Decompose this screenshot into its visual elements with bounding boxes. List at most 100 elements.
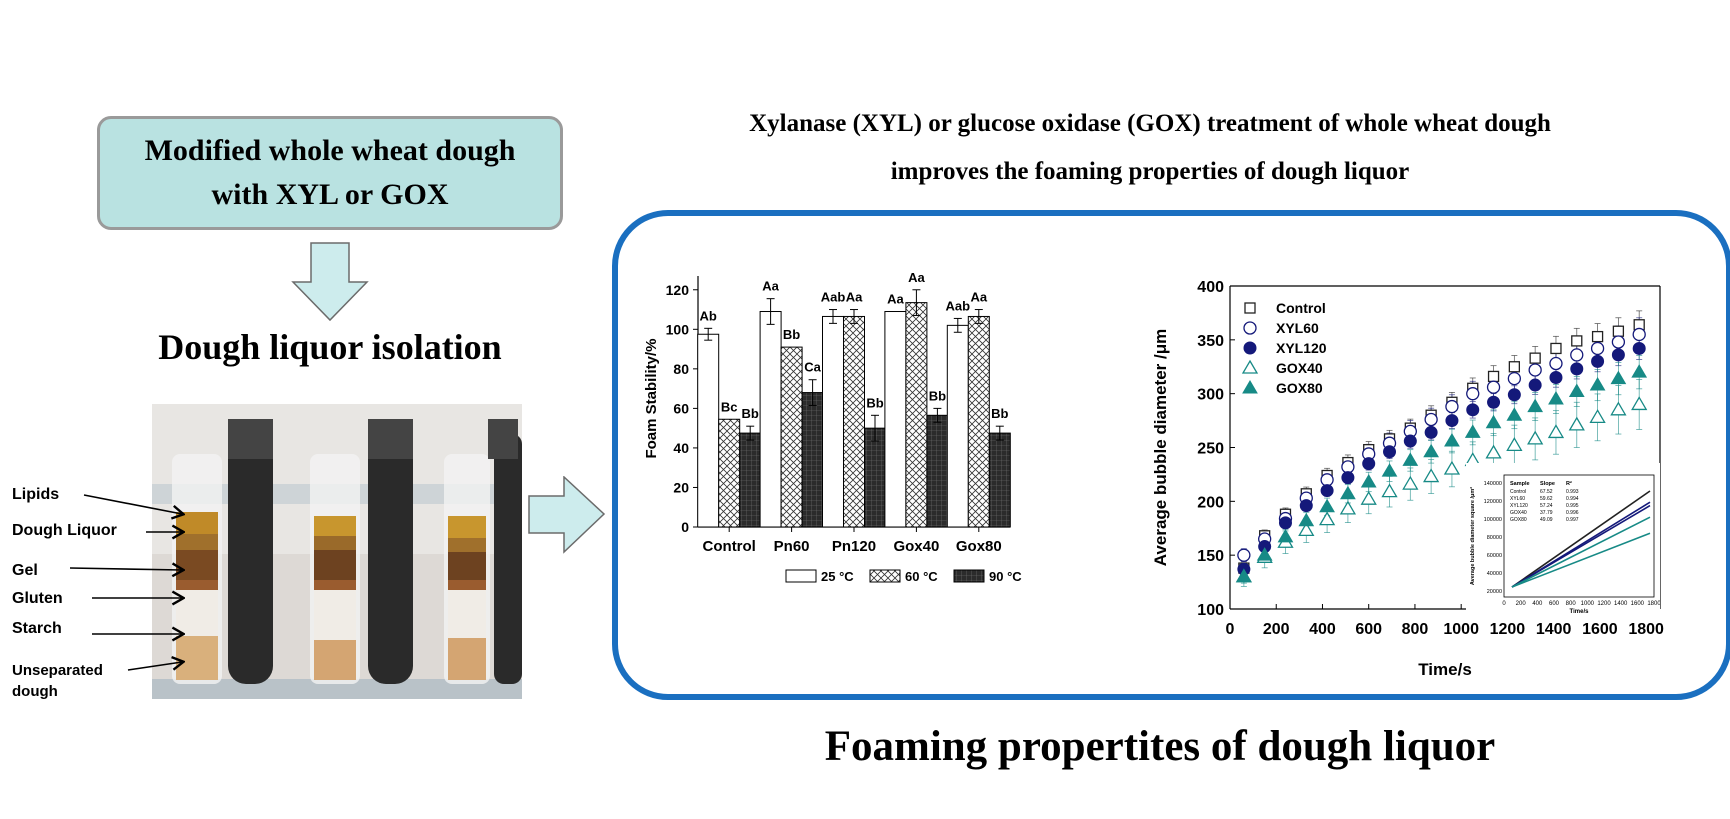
sc-point [1402,452,1419,466]
sc-point [1591,354,1605,368]
bar-x-tick-label: Pn120 [832,538,876,555]
inset-table-cell: GOX80 [1510,517,1527,523]
sc-point [1550,342,1562,355]
bar-x-tick-label: Control [703,538,756,555]
sc-x-tick-label: 400 [1309,621,1336,638]
top-box-line2: with XYL or GOX [211,178,449,211]
sc-point [1632,327,1646,342]
inset-table-cell: 0.995 [1566,503,1579,509]
sc-legend-marker [1243,341,1257,355]
inset-x-axis-label: Time/s [1570,609,1590,615]
sc-x-tick-label: 200 [1263,621,1290,638]
sc-x-axis-label: Time/s [1418,660,1472,679]
sc-y-tick-label: 350 [1197,333,1224,350]
sc-y-tick-label: 200 [1197,494,1224,511]
bar-x-tick-label: Gox40 [893,538,939,555]
sc-point [1527,398,1544,413]
bar-legend-swatch [953,569,985,583]
inset-x-tick-label: 800 [1566,601,1577,607]
bar [988,432,1011,528]
sc-point [1341,471,1355,485]
sc-y-tick-label: 100 [1197,602,1224,619]
sc-point [1402,475,1419,490]
sc-y-tick-label: 150 [1197,548,1224,565]
inset-y-axis-label: Average bubble diameter square /μm² [1469,487,1476,585]
inset-table-cell: 0.996 [1566,510,1579,516]
inset-table-cell: 57.24 [1540,503,1553,509]
bar [718,418,741,528]
tube-holder-2 [368,434,413,684]
inset-x-tick-label: 200 [1516,601,1527,607]
sc-point [1487,370,1500,383]
bar-sig-label: Aa [762,279,779,294]
bar-sig-label: Bb [929,388,946,403]
sc-point [1485,414,1502,429]
bar [822,315,844,528]
tube-photo [152,404,522,699]
inset-y-tick-label: 80000 [1487,535,1502,541]
inset-x-tick-label: 1000 [1581,601,1595,607]
bar-y-tick-label: 100 [666,321,690,337]
bar-y-axis-label: Foam Stability/% [643,338,660,458]
inset-x-tick-label: 400 [1532,601,1543,607]
bar-sig-label: Bb [742,406,759,421]
sc-legend-label: GOX40 [1276,360,1323,376]
inset-table-cell: 67.52 [1540,489,1553,495]
sc-point [1508,361,1521,373]
sc-point [1360,490,1377,505]
sc-point [1381,463,1398,477]
foam-stability-bar-chart: 0 20 40 60 80 100 120 Foam Stability/% Control Pn… [643,270,1022,584]
inset-table-cell: Control [1510,489,1526,495]
sc-point [1360,473,1377,488]
sc-x-tick-label: 1400 [1536,621,1572,638]
sc-point [1466,387,1480,401]
label-gluten: Gluten [12,590,63,607]
arrow-unseparated [127,662,182,671]
sc-point [1381,483,1398,498]
headline-line1: Xylanase (XYL) or glucose oxidase (GOX) … [749,110,1551,137]
sc-point [1507,388,1521,402]
bar [739,432,762,528]
bar [905,302,928,528]
bar-y-tick-label: 40 [673,440,689,456]
sc-y-tick-label: 250 [1197,441,1224,458]
sc-point [1299,499,1313,513]
sc-point [1528,363,1542,377]
bar-sig-label: Bb [866,395,883,410]
sc-y-tick-label: 400 [1197,279,1224,296]
arrow-gel [69,568,182,570]
inset-series-line [1511,490,1651,588]
sc-point [1486,380,1501,394]
bar-sig-label: Aa [887,292,904,307]
bar-sig-label: Aab [946,298,971,313]
sc-legend-label: XYL60 [1276,320,1319,336]
inset-series-line [1511,532,1651,588]
bar-sig-label: Aab [821,290,846,305]
sc-point [1570,348,1584,362]
sc-x-tick-label: 1200 [1490,621,1526,638]
inset-table-cell: 37.79 [1540,510,1553,516]
bar [946,324,969,528]
sc-point [1320,484,1334,498]
sc-point [1611,335,1626,349]
sc-x-tick-label: 1800 [1628,621,1664,638]
sc-point [1278,516,1292,530]
sc-point [1424,412,1438,427]
sc-point [1318,511,1336,526]
bar-legend-label: 60 °C [905,569,938,584]
sc-point [1340,485,1356,500]
bar [864,427,886,528]
sc-point [1529,352,1541,364]
inset-y-tick-label: 60000 [1487,553,1502,559]
bar [967,315,990,528]
sc-point [1298,512,1315,527]
bar-sig-label: Bb [991,406,1008,421]
sc-point [1339,500,1357,515]
sc-point [1632,341,1646,355]
tube-holder-3 [494,434,522,684]
inset-table-header: Slope [1540,481,1555,487]
sc-legend-marker [1244,302,1256,314]
sc-point [1319,498,1335,513]
sc-point [1589,409,1606,424]
tube-holder-1 [228,434,273,684]
